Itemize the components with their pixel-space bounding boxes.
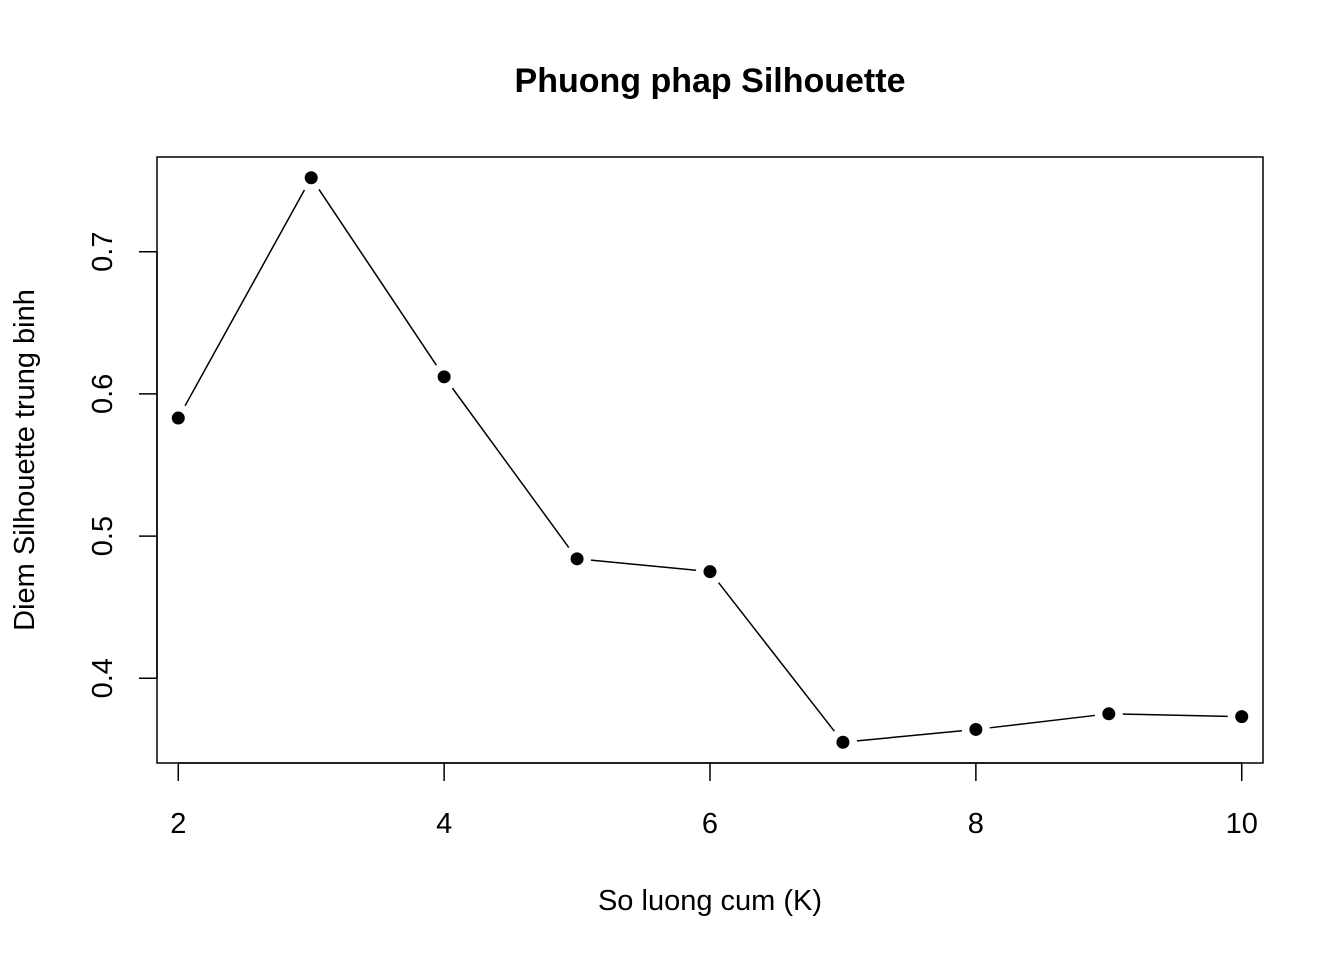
data-point [1235, 710, 1249, 724]
line-segment [590, 559, 697, 572]
line-segment [184, 189, 306, 407]
y-tick-label: 0.7 [87, 232, 119, 272]
data-point [703, 565, 717, 579]
x-tick-label: 2 [170, 808, 186, 840]
line-segment [318, 188, 437, 366]
series-line [171, 171, 1249, 749]
data-point [171, 411, 185, 425]
data-point [1102, 707, 1116, 721]
data-point [969, 722, 983, 736]
x-tick-label: 6 [702, 808, 718, 840]
line-segment [856, 730, 963, 742]
data-point [304, 171, 318, 185]
x-tick-label: 4 [436, 808, 452, 840]
data-point [437, 370, 451, 384]
line-segment [451, 387, 570, 548]
x-tick-label: 8 [968, 808, 984, 840]
data-point [570, 552, 584, 566]
line-segment [989, 714, 1095, 729]
line-segment [718, 582, 835, 732]
y-axis: 0.4 0.5 0.6 0.7 [87, 232, 158, 698]
chart-title: Phuong phap Silhouette [515, 62, 906, 100]
line-segment [1122, 713, 1228, 718]
x-axis: 2 4 6 8 10 [170, 762, 1258, 840]
x-axis-label: So luong cum (K) [598, 885, 822, 917]
y-tick-label: 0.6 [87, 374, 119, 414]
y-axis-label: Diem Silhouette trung binh [9, 289, 41, 631]
plot-frame [156, 156, 1264, 764]
y-tick-label: 0.4 [87, 658, 119, 698]
data-point [836, 735, 850, 749]
x-tick-label: 10 [1226, 808, 1258, 840]
y-tick-label: 0.5 [87, 516, 119, 556]
